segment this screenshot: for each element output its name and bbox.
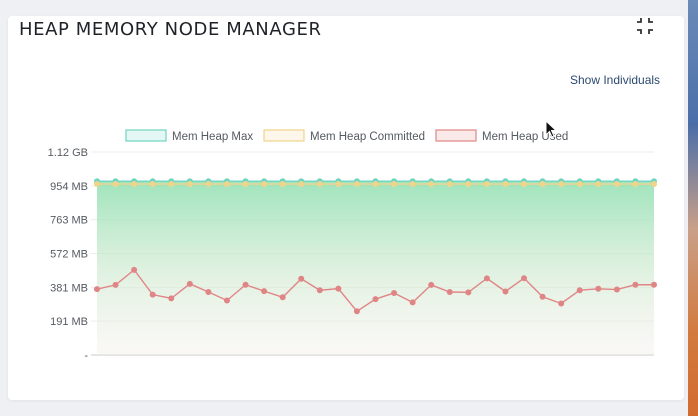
series-points — [94, 178, 657, 315]
mem-heap-committed-point[interactable] — [632, 181, 639, 188]
mem-heap-used-point[interactable] — [613, 286, 620, 293]
y-tick-label: 954 MB — [50, 181, 88, 193]
mem-heap-committed-point[interactable] — [242, 181, 249, 188]
mem-heap-committed-point[interactable] — [353, 181, 360, 188]
mem-heap-committed-point[interactable] — [223, 181, 230, 188]
mem-heap-committed-point[interactable] — [521, 181, 528, 188]
mem-heap-used-point[interactable] — [149, 291, 156, 298]
mem-heap-committed-point[interactable] — [372, 181, 379, 188]
mem-heap-used-point[interactable] — [558, 300, 565, 307]
mem-heap-committed-point[interactable] — [131, 181, 138, 188]
chart-legend: Mem Heap Max Mem Heap Committed Mem Heap U… — [125, 129, 568, 143]
mem-heap-committed-point[interactable] — [149, 181, 156, 188]
legend-swatch — [435, 129, 477, 142]
y-tick-label: 763 MB — [50, 215, 88, 227]
mem-heap-committed-point[interactable] — [613, 181, 620, 188]
y-axis: 1.12 GB 954 MB 763 MB 572 MB 381 MB 191 MB - — [48, 147, 89, 362]
mem-heap-committed-point[interactable] — [539, 181, 546, 188]
mem-heap-used-point[interactable] — [651, 281, 657, 288]
legend-item-mem-heap-committed[interactable]: Mem Heap Committed — [263, 129, 425, 143]
show-individuals-link[interactable]: Show Individuals — [570, 73, 661, 87]
widget-title: HEAP MEMORY NODE MANAGER — [19, 19, 322, 40]
mem-heap-committed-point[interactable] — [409, 181, 416, 188]
series-fills — [97, 181, 654, 355]
mem-heap-used-point[interactable] — [335, 285, 342, 292]
mem-heap-committed-point[interactable] — [483, 181, 490, 188]
mouse-cursor-icon — [545, 120, 558, 138]
mem-heap-used-point[interactable] — [446, 288, 453, 295]
mem-heap-used-point[interactable] — [372, 296, 379, 303]
mem-heap-used-point[interactable] — [539, 293, 546, 300]
mem-heap-used-point[interactable] — [521, 275, 528, 282]
mem-heap-committed-point[interactable] — [298, 181, 305, 188]
mem-heap-used-point[interactable] — [298, 275, 305, 282]
mem-heap-used-point[interactable] — [483, 275, 490, 282]
mem-heap-used-point[interactable] — [595, 285, 602, 292]
mem-heap-used-point[interactable] — [576, 287, 583, 294]
mem-heap-used-point[interactable] — [261, 288, 268, 295]
mem-heap-committed-point[interactable] — [335, 181, 342, 188]
y-tick-label: 381 MB — [50, 282, 88, 294]
mem-heap-committed-point[interactable] — [186, 181, 193, 188]
mem-heap-used-point[interactable] — [632, 281, 639, 288]
mem-heap-used-point[interactable] — [316, 287, 323, 294]
mem-heap-committed-point[interactable] — [316, 181, 323, 188]
mem-heap-used-point[interactable] — [223, 297, 230, 304]
mem-heap-committed-point[interactable] — [502, 181, 509, 188]
mem-heap-used-point[interactable] — [242, 281, 249, 288]
mem-heap-committed-point[interactable] — [112, 181, 119, 188]
mem-heap-used-point[interactable] — [131, 266, 138, 273]
mem-heap-used-point[interactable] — [279, 294, 286, 301]
mem-heap-used-point[interactable] — [391, 290, 398, 297]
mem-heap-used-point[interactable] — [428, 281, 435, 288]
mem-heap-used-point[interactable] — [112, 281, 119, 288]
mem-heap-committed-point[interactable] — [391, 181, 398, 188]
mem-heap-used-point[interactable] — [353, 308, 360, 315]
mem-heap-used-point[interactable] — [409, 299, 416, 306]
mem-heap-committed-point[interactable] — [94, 181, 100, 188]
legend-label: Mem Heap Max — [172, 131, 253, 143]
mem-heap-committed-point[interactable] — [279, 181, 286, 188]
mem-heap-used-point[interactable] — [168, 295, 175, 302]
mem-heap-committed-point[interactable] — [465, 181, 472, 188]
mem-heap-used-point[interactable] — [502, 288, 509, 295]
y-tick-label: - — [84, 350, 88, 362]
mem-heap-committed-point[interactable] — [205, 181, 212, 188]
mem-heap-committed-point[interactable] — [428, 181, 435, 188]
y-tick-label: 1.12 GB — [48, 147, 88, 159]
y-tick-label: 572 MB — [50, 249, 88, 261]
mem-heap-committed-point[interactable] — [651, 181, 657, 188]
collapse-icon[interactable] — [636, 17, 654, 35]
legend-swatch — [263, 129, 305, 142]
mem-heap-committed-point[interactable] — [261, 181, 268, 188]
y-tick-label: 191 MB — [50, 316, 88, 328]
mem-heap-committed-point[interactable] — [558, 181, 565, 188]
mem-heap-committed-point[interactable] — [576, 181, 583, 188]
window-edge — [688, 0, 698, 416]
mem-heap-committed-point[interactable] — [168, 181, 175, 188]
legend-label: Mem Heap Committed — [310, 131, 425, 143]
legend-swatch — [125, 129, 167, 142]
mem-heap-max-area — [97, 181, 654, 355]
mem-heap-committed-point[interactable] — [595, 181, 602, 188]
mem-heap-used-point[interactable] — [205, 288, 212, 295]
mem-heap-committed-point[interactable] — [446, 181, 453, 188]
mem-heap-used-point[interactable] — [94, 286, 100, 293]
mem-heap-used-point[interactable] — [186, 280, 193, 287]
mem-heap-used-point[interactable] — [465, 289, 472, 296]
legend-item-mem-heap-max[interactable]: Mem Heap Max — [125, 129, 253, 143]
